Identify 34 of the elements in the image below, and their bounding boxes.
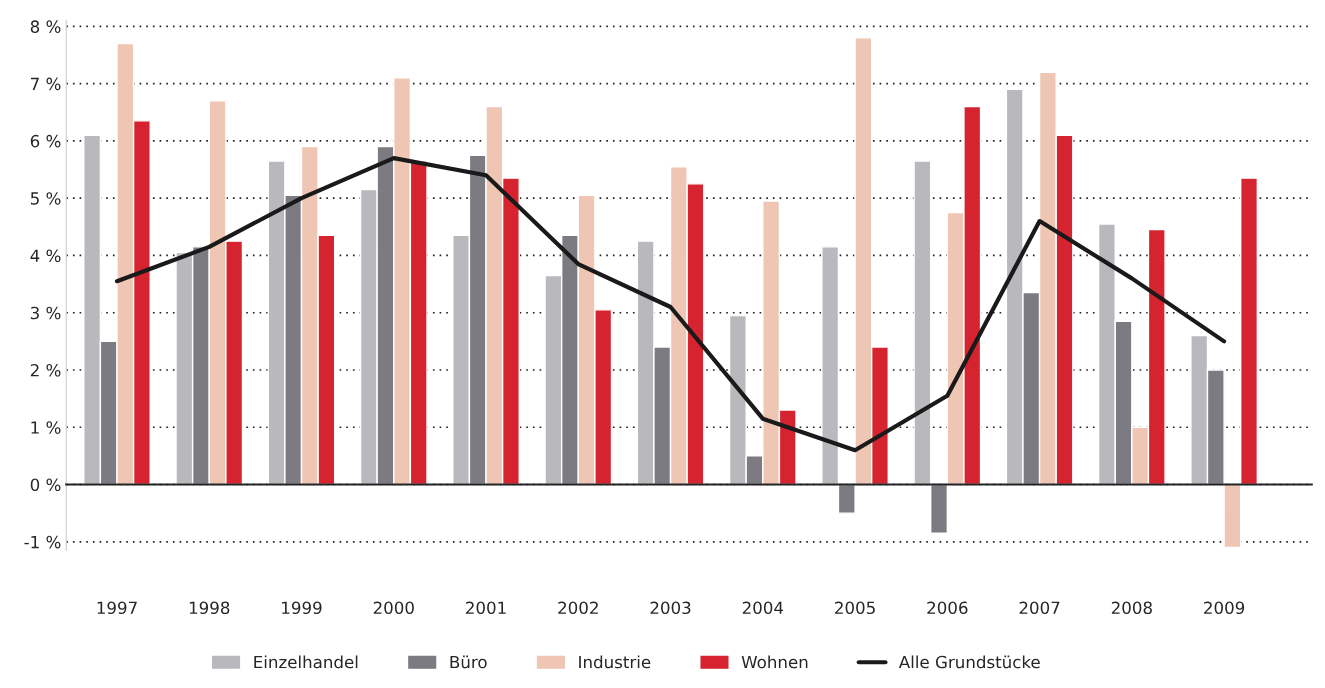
bar bbox=[1223, 483, 1242, 549]
bar bbox=[837, 483, 856, 514]
legend-label: Industrie bbox=[579, 655, 651, 669]
legend-label: Einzelhandel bbox=[254, 655, 358, 669]
y-tick-label: 7 % bbox=[31, 77, 61, 91]
y-tick-label: 2 % bbox=[30, 363, 61, 377]
x-tick-label: 2003 bbox=[650, 601, 691, 615]
x-tick-label: 1997 bbox=[97, 601, 137, 615]
x-tick-label: 1999 bbox=[282, 601, 322, 615]
legend-label: Alle Grundstücke bbox=[898, 655, 1040, 669]
bar bbox=[930, 483, 949, 534]
x-tick-label: 2006 bbox=[927, 601, 968, 615]
bar bbox=[913, 160, 932, 486]
x-tick-label: 2008 bbox=[1111, 601, 1152, 615]
y-tick-label: 0 % bbox=[30, 478, 61, 492]
y-tick-label: 1 % bbox=[31, 421, 61, 434]
y-tick-label: 4 % bbox=[30, 249, 61, 263]
legend-label: Büro bbox=[450, 655, 487, 669]
x-tick-label: 2001 bbox=[466, 601, 506, 615]
y-tick-label: -1 % bbox=[24, 535, 61, 549]
x-tick-label: 2007 bbox=[1019, 601, 1060, 615]
bar bbox=[1240, 177, 1259, 486]
x-tick-label: 2004 bbox=[742, 601, 784, 615]
bar bbox=[821, 246, 840, 486]
y-tick-label: 6 % bbox=[30, 134, 61, 148]
x-tick-label: 2005 bbox=[835, 601, 875, 615]
y-tick-label: 5 % bbox=[30, 192, 61, 205]
y-tick-label: 3 % bbox=[30, 306, 61, 320]
y-tick-label: 8 % bbox=[30, 20, 61, 33]
legend-label: Wohnen bbox=[741, 655, 808, 669]
x-tick-label: 2009 bbox=[1204, 601, 1245, 615]
x-tick-label: 2002 bbox=[558, 601, 598, 615]
x-tick-label: 2000 bbox=[373, 601, 414, 615]
x-tick-label: 1998 bbox=[189, 601, 230, 615]
